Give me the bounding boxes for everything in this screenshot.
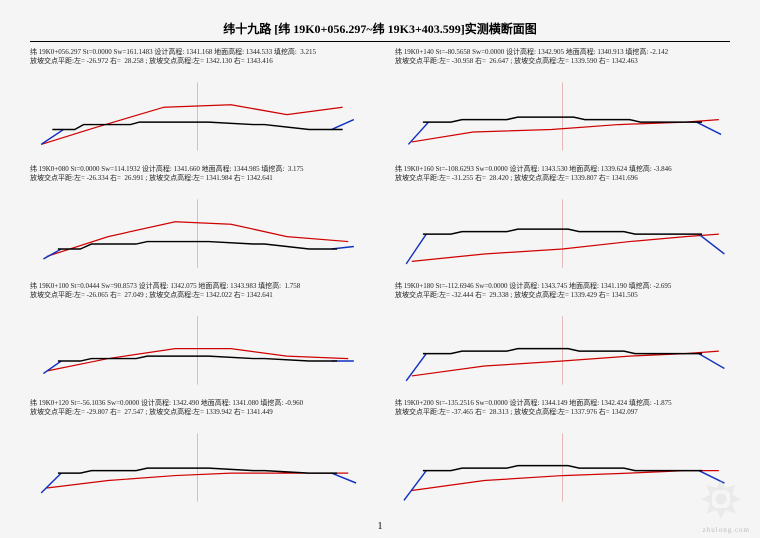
section-meta: 纬 19K0+120 St=-56.1036 Sw=0.0000 设计高程: 1… [30,399,365,417]
section-cell: 纬 19K0+120 St=-56.1036 Sw=0.0000 设计高程: 1… [30,399,365,508]
section-cell: 纬 19K0+180 St=-112.6946 Sw=0.0000 设计高程: … [395,282,730,391]
section-meta: 纬 19K0+200 St=-135.2516 Sw=0.0000 设计高程: … [395,399,730,417]
cross-section-plot [30,70,365,157]
section-cell: 纬 19K0+100 St=0.0444 Sw=90.8573 设计高程: 13… [30,282,365,391]
section-meta: 纬 19K0+160 St=-108.6293 Sw=0.0000 设计高程: … [395,165,730,183]
section-meta: 纬 19K0+056.297 St=0.0000 Sw=161.1483 设计高… [30,48,365,66]
cross-section-plot [395,304,730,391]
cross-section-plot [395,70,730,157]
cross-section-plot [30,421,365,508]
section-meta: 纬 19K0+080 St=0.0000 Sw=114.1932 设计高程: 1… [30,165,365,183]
section-meta: 纬 19K0+100 St=0.0444 Sw=90.8573 设计高程: 13… [30,282,365,300]
section-grid: 纬 19K0+056.297 St=0.0000 Sw=161.1483 设计高… [30,48,730,508]
cross-section-plot [30,304,365,391]
section-meta: 纬 19K0+180 St=-112.6946 Sw=0.0000 设计高程: … [395,282,730,300]
watermark-text: zhulong.com [703,526,750,534]
page-number: 1 [378,521,383,532]
page-title: 纬十九路 [纬 19K0+056.297~纬 19K3+403.599]实测横断… [30,20,730,42]
cross-section-plot [395,187,730,274]
section-cell: 纬 19K0+140 St=-80.5658 Sw=0.0000 设计高程: 1… [395,48,730,157]
cross-section-plot [30,187,365,274]
cross-section-plot [395,421,730,508]
section-cell: 纬 19K0+160 St=-108.6293 Sw=0.0000 设计高程: … [395,165,730,274]
section-cell: 纬 19K0+056.297 St=0.0000 Sw=161.1483 设计高… [30,48,365,157]
section-cell: 纬 19K0+200 St=-135.2516 Sw=0.0000 设计高程: … [395,399,730,508]
section-cell: 纬 19K0+080 St=0.0000 Sw=114.1932 设计高程: 1… [30,165,365,274]
watermark-icon [694,472,748,526]
section-meta: 纬 19K0+140 St=-80.5658 Sw=0.0000 设计高程: 1… [395,48,730,66]
